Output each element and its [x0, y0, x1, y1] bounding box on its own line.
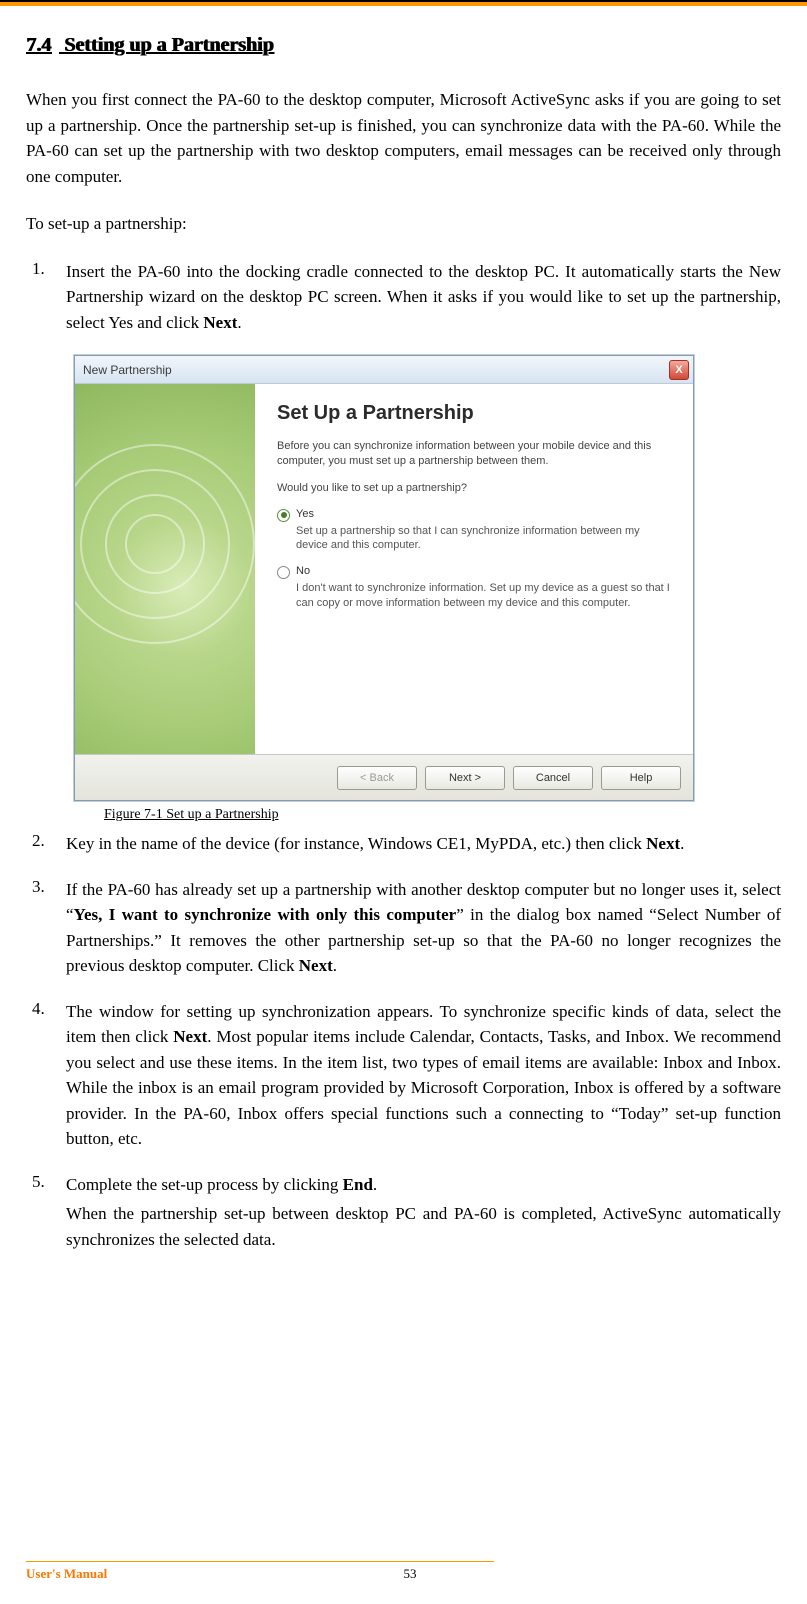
- dialog-sidebar-graphic: [75, 384, 255, 754]
- page: 7.4 Setting up a Partnership When you fi…: [0, 0, 807, 1604]
- step-5: 5. Complete the set-up process by clicki…: [26, 1172, 781, 1257]
- step-4: 4. The window for setting up synchroniza…: [26, 999, 781, 1152]
- next-button[interactable]: Next >: [425, 766, 505, 790]
- section-number: 7.4: [26, 34, 51, 56]
- help-button[interactable]: Help: [601, 766, 681, 790]
- step-number: 4.: [26, 999, 66, 1152]
- dialog-body: Set Up a Partnership Before you can sync…: [75, 384, 693, 754]
- figure-container: New Partnership X Set Up a Partnership B…: [26, 355, 781, 823]
- dialog-footer: < Back Next > Cancel Help: [75, 754, 693, 800]
- footer-rule: [26, 1561, 494, 1562]
- header-bar: [0, 0, 807, 6]
- step-2: 2. Key in the name of the device (for in…: [26, 831, 781, 857]
- section-heading: 7.4 Setting up a Partnership: [26, 34, 781, 57]
- radio-no[interactable]: No: [277, 565, 671, 579]
- dialog-intro: Before you can synchronize information b…: [277, 439, 671, 469]
- step-body: Key in the name of the device (for insta…: [66, 831, 781, 857]
- page-footer: User's Manual 53: [26, 1561, 781, 1582]
- dialog-titlebar: New Partnership X: [75, 356, 693, 384]
- step-1: 1. Insert the PA-60 into the docking cra…: [26, 259, 781, 336]
- steps-list: 1. Insert the PA-60 into the docking cra…: [26, 259, 781, 1257]
- cancel-button[interactable]: Cancel: [513, 766, 593, 790]
- step-5-extra: When the partnership set-up between desk…: [66, 1201, 781, 1252]
- page-number: 53: [404, 1566, 417, 1582]
- section-title: Setting up a Partnership: [64, 34, 273, 56]
- back-button: < Back: [337, 766, 417, 790]
- dialog-title: New Partnership: [83, 363, 172, 377]
- dialog-question: Would you like to set up a partnership?: [277, 481, 671, 496]
- step-body: The window for setting up synchronizatio…: [66, 999, 781, 1152]
- step-number: 1.: [26, 259, 66, 336]
- radio-icon-selected: [277, 509, 290, 522]
- figure-caption: Figure 7-1 Set up a Partnership: [104, 807, 781, 823]
- dialog-heading: Set Up a Partnership: [277, 402, 671, 425]
- step-3: 3. If the PA-60 has already set up a par…: [26, 877, 781, 979]
- dialog-content: Set Up a Partnership Before you can sync…: [255, 384, 693, 754]
- step-number: 3.: [26, 877, 66, 979]
- lead-paragraph: To set-up a partnership:: [26, 211, 781, 237]
- radio-yes[interactable]: Yes: [277, 508, 671, 522]
- dialog-window: New Partnership X Set Up a Partnership B…: [74, 355, 694, 801]
- step-body: If the PA-60 has already set up a partne…: [66, 877, 781, 979]
- dialog-screenshot: New Partnership X Set Up a Partnership B…: [74, 355, 781, 823]
- step-body: Complete the set-up process by clicking …: [66, 1172, 781, 1257]
- radio-yes-desc: Set up a partnership so that I can synch…: [296, 524, 671, 554]
- radio-icon-unselected: [277, 566, 290, 579]
- step-number: 2.: [26, 831, 66, 857]
- step-body: Insert the PA-60 into the docking cradle…: [66, 259, 781, 336]
- step-number: 5.: [26, 1172, 66, 1257]
- radio-no-label: No: [296, 565, 310, 577]
- radio-no-desc: I don't want to synchronize information.…: [296, 581, 671, 611]
- radio-yes-label: Yes: [296, 508, 314, 520]
- close-icon[interactable]: X: [669, 360, 689, 380]
- intro-paragraph: When you first connect the PA-60 to the …: [26, 87, 781, 189]
- footer-manual-label: User's Manual: [26, 1566, 404, 1582]
